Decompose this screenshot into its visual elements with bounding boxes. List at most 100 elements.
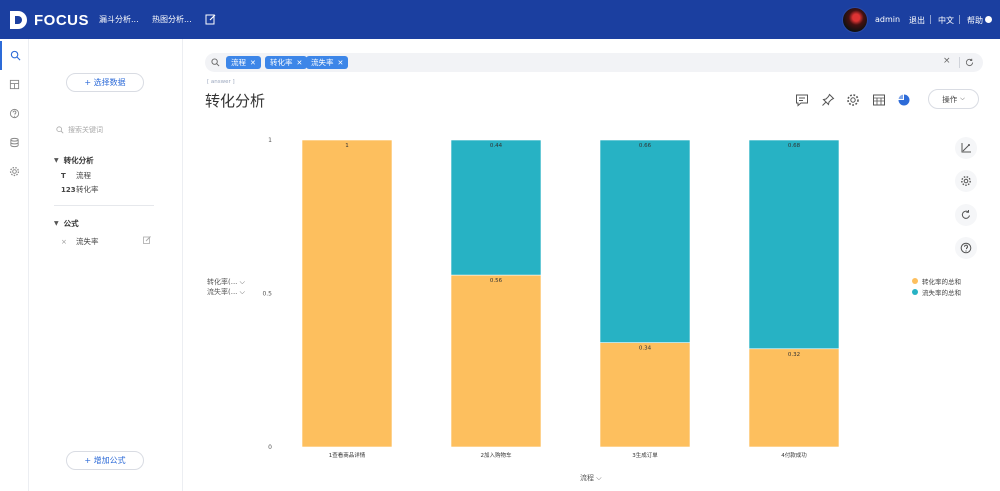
group-conversion-analysis[interactable]: ▼ 转化分析 bbox=[54, 155, 94, 166]
x-tick-label: 3生成订单 bbox=[632, 451, 658, 459]
field-label: 流程 bbox=[76, 171, 91, 180]
add-formula-button[interactable]: + 增加公式 bbox=[66, 451, 144, 470]
bar-segment[interactable] bbox=[450, 139, 542, 276]
rail-search[interactable] bbox=[0, 41, 29, 70]
data-label: 1 bbox=[345, 143, 349, 149]
nav-tab-funnel[interactable]: 漏斗分析... bbox=[99, 15, 139, 24]
data-label: 0.68 bbox=[788, 143, 801, 149]
chart-settings-button[interactable] bbox=[955, 170, 977, 192]
chip-label: 流程 bbox=[231, 58, 246, 67]
edit-icon[interactable] bbox=[205, 13, 217, 25]
group-formula[interactable]: ▼ 公式 bbox=[54, 218, 79, 229]
field-label: 流失率 bbox=[76, 237, 99, 246]
rail-data[interactable] bbox=[0, 128, 29, 157]
logo[interactable]: FOCUS bbox=[8, 9, 89, 31]
bar-segment[interactable] bbox=[748, 139, 840, 350]
edit-formula-icon[interactable] bbox=[143, 236, 151, 244]
y-tick-label: 0 bbox=[268, 444, 272, 451]
y-axis-selector-conversion[interactable]: 转化率(... ⌵ bbox=[207, 277, 245, 287]
field-search[interactable]: 搜索关键词 bbox=[56, 124, 156, 136]
chevron-down-icon: ⌵ bbox=[239, 278, 245, 286]
search-chip-loss-rate[interactable]: 流失率 ✕ bbox=[306, 56, 349, 69]
refresh-icon[interactable] bbox=[965, 58, 974, 67]
pin-icon[interactable] bbox=[821, 93, 835, 107]
divider bbox=[959, 15, 960, 24]
x-selector-label: 流程 bbox=[580, 474, 594, 482]
field-loss-rate[interactable]: × 流失率 bbox=[61, 236, 99, 247]
rail-help[interactable] bbox=[0, 99, 29, 128]
gear-icon bbox=[9, 166, 20, 177]
legend-label: 流失率的总和 bbox=[922, 288, 961, 297]
x-tick-label: 4付款成功 bbox=[781, 451, 807, 459]
close-icon[interactable]: ✕ bbox=[337, 58, 344, 67]
caret-down-icon: ▼ bbox=[54, 157, 59, 164]
y-tick-label: 1 bbox=[268, 137, 272, 144]
close-icon[interactable]: ✕ bbox=[250, 58, 256, 67]
rail-board[interactable] bbox=[0, 70, 29, 99]
field-conversion-rate[interactable]: 123 转化率 bbox=[61, 184, 99, 195]
divider bbox=[959, 57, 960, 68]
chart-canvas: 1 0.5 0 1 1查看商品详情 0.56 0.44 2加入购物车 0.34 0.66 3生成订单… bbox=[262, 137, 840, 459]
top-bar: FOCUS 漏斗分析... 热图分析... admin 退出 中文 帮助 bbox=[0, 0, 1000, 39]
y-selector-label: 转化率(... bbox=[207, 278, 238, 286]
legend-item-conversion[interactable]: 转化率的总和 bbox=[912, 275, 961, 286]
legend-item-loss[interactable]: 流失率的总和 bbox=[912, 286, 961, 297]
chip-label: 转化率 bbox=[270, 58, 293, 67]
chevron-down-icon: ⌵ bbox=[596, 474, 602, 482]
data-sidebar: + 选择数据 搜索关键词 ▼ 转化分析 T 流程 123 转化率 ▼ 公式 × … bbox=[29, 39, 183, 491]
bar-segment[interactable] bbox=[301, 139, 393, 448]
nav-tab-heatmap[interactable]: 热图分析... bbox=[152, 15, 192, 24]
logo-text: FOCUS bbox=[34, 11, 89, 29]
table-icon[interactable] bbox=[872, 93, 886, 107]
legend-swatch bbox=[912, 288, 918, 295]
logout-link[interactable]: 退出 bbox=[909, 16, 925, 25]
answer-tag: [ answer ] bbox=[207, 79, 235, 85]
search-bar[interactable]: 流程 ✕ 转化率 ✕ 流失率 ✕ × bbox=[205, 53, 983, 72]
language-link[interactable]: 中文 bbox=[938, 16, 954, 25]
legend-swatch bbox=[912, 277, 918, 284]
bar-segment[interactable] bbox=[748, 348, 840, 448]
data-label: 0.32 bbox=[788, 352, 800, 358]
chip-label: 流失率 bbox=[311, 58, 334, 67]
data-label: 0.56 bbox=[490, 278, 503, 284]
pie-chart-icon[interactable] bbox=[897, 93, 911, 107]
x-axis-selector[interactable]: 流程 ⌵ bbox=[580, 473, 602, 483]
field-process[interactable]: T 流程 bbox=[61, 170, 91, 181]
help-link[interactable]: 帮助 bbox=[967, 16, 983, 25]
question-icon bbox=[9, 108, 20, 119]
question-icon bbox=[960, 242, 972, 254]
stacked-bar-chart: 1 0.5 0 1 1查看商品详情 0.56 0.44 2加入购物车 0.34 0.66 3生成订单… bbox=[196, 128, 906, 488]
rail-settings[interactable] bbox=[0, 157, 29, 186]
bar-segment[interactable] bbox=[599, 139, 691, 343]
operate-label: 操作 bbox=[942, 94, 958, 104]
gear-icon[interactable] bbox=[846, 93, 860, 107]
axis-settings-button[interactable] bbox=[955, 137, 977, 159]
search-icon bbox=[211, 58, 220, 67]
x-tick-label: 1查看商品详情 bbox=[329, 451, 366, 459]
icon-rail bbox=[0, 39, 29, 491]
search-chip-conversion-rate[interactable]: 转化率 ✕ bbox=[265, 56, 308, 69]
board-icon bbox=[9, 79, 20, 90]
gear-icon bbox=[961, 176, 971, 186]
group-title: 公式 bbox=[63, 219, 79, 228]
username[interactable]: admin bbox=[875, 15, 901, 24]
chart-legend: 转化率的总和 流失率的总和 bbox=[912, 275, 961, 297]
operate-dropdown[interactable]: 操作 ⌵ bbox=[928, 89, 979, 109]
reset-button[interactable] bbox=[955, 204, 977, 226]
select-data-button[interactable]: + 选择数据 bbox=[66, 73, 144, 92]
avatar[interactable] bbox=[842, 7, 868, 33]
y-axis-selector-loss[interactable]: 流失率(... ⌵ bbox=[207, 287, 245, 297]
focus-logo-icon bbox=[10, 11, 27, 29]
search-chip-process[interactable]: 流程 ✕ bbox=[226, 56, 261, 69]
axis-icon bbox=[961, 143, 971, 153]
field-label: 转化率 bbox=[76, 185, 99, 194]
divider bbox=[930, 15, 931, 24]
comment-icon[interactable] bbox=[795, 93, 809, 107]
clear-icon[interactable]: × bbox=[943, 56, 951, 66]
close-icon[interactable]: ✕ bbox=[296, 58, 303, 67]
chart-help-button[interactable] bbox=[955, 237, 977, 259]
group-title: 转化分析 bbox=[63, 156, 94, 165]
bar-segment[interactable] bbox=[599, 342, 691, 448]
bar-segment[interactable] bbox=[450, 274, 542, 448]
page-title: 转化分析 bbox=[205, 92, 266, 110]
